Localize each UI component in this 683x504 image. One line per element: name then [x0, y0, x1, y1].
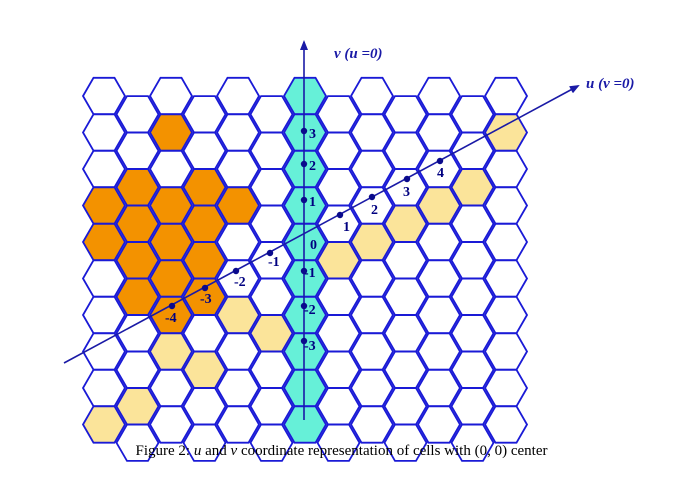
u-axis-line	[63, 85, 580, 364]
v-tick-2: 2	[309, 159, 316, 174]
v-tick-minus-1: -1	[304, 266, 316, 281]
hex-cell-plain	[483, 405, 529, 444]
v-tick-1: 1	[309, 195, 316, 210]
hex-cell-plain	[316, 423, 361, 462]
caption-v: v	[230, 443, 238, 459]
v-tick-3: 3	[309, 127, 316, 142]
v-tick-minus-2: -2	[304, 303, 316, 318]
hex-cell-plain	[148, 405, 194, 444]
u-axis-title: u (v =0)	[586, 76, 635, 92]
hex-cell-u-band	[81, 405, 127, 444]
figure-caption: Figure 2: u and v coordinate representat…	[0, 443, 683, 460]
hex-cell-plain	[249, 423, 294, 462]
u-axis-dot-4	[436, 157, 444, 165]
u-tick-4: 4	[437, 166, 444, 181]
v-axis-dot-3	[300, 127, 308, 135]
caption-and: and	[201, 443, 231, 459]
hex-cell-plain	[416, 405, 462, 444]
caption-center: (0, 0)	[474, 443, 508, 459]
caption-suffix: center	[507, 443, 548, 459]
tick-labels: 3 2 1 0 -1 -2 -3 -4 -3 -2 -1 1 2 3 4	[165, 127, 444, 354]
hex-cell-plain	[450, 423, 495, 462]
v-axis-dot-minus-3	[300, 337, 308, 345]
hex-cell-v-column	[282, 405, 328, 444]
caption-u: u	[193, 443, 202, 459]
u-tick-minus-3: -3	[200, 292, 212, 307]
axis-dots	[168, 127, 444, 345]
v-axis-dot-minus-1	[300, 267, 308, 275]
v-tick-minus-3: -3	[304, 339, 316, 354]
u-axis-dot-3	[403, 175, 411, 183]
v-axis-dot-minus-2	[300, 302, 308, 310]
hex-cells	[81, 76, 529, 462]
hex-cell-plain	[115, 423, 160, 462]
u-tick-2: 2	[371, 203, 378, 218]
u-axis-dot-2	[368, 193, 376, 201]
u-tick-minus-4: -4	[165, 311, 177, 326]
hex-cell-plain	[349, 405, 395, 444]
u-tick-3: 3	[403, 185, 410, 200]
u-axis-dot-minus-2	[232, 267, 240, 275]
v-axis-dot-2	[300, 160, 308, 168]
caption-middle: coordinate representation of cells with	[237, 443, 475, 459]
u-tick-minus-1: -1	[268, 255, 280, 270]
u-axis-dot-minus-1	[266, 249, 274, 257]
origin-tick-0: 0	[310, 238, 317, 253]
u-tick-1: 1	[343, 220, 350, 235]
v-axis-dot-1	[300, 196, 308, 204]
u-axis-dot-minus-3	[201, 284, 209, 292]
v-axis-title: v (u =0)	[334, 46, 383, 62]
hex-cell-plain	[383, 423, 428, 462]
axes: v (u =0) u (v =0)	[63, 40, 635, 420]
u-axis-dot-1	[336, 211, 344, 219]
hex-cell-plain	[215, 405, 261, 444]
caption-prefix: Figure 2:	[135, 443, 194, 459]
u-tick-minus-2: -2	[234, 275, 246, 290]
u-axis-dot-minus-4	[168, 302, 176, 310]
hex-cell-plain	[182, 423, 227, 462]
